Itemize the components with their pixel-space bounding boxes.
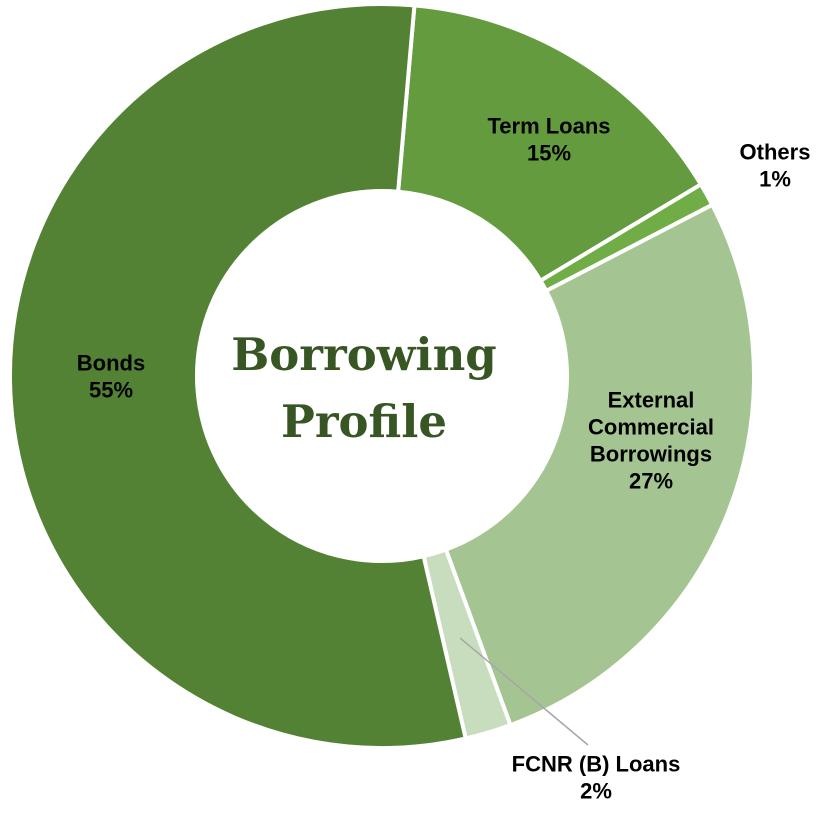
- slice-label-external-commercial-borrowings: External Commercial Borrowings 27%: [588, 388, 714, 494]
- slice-bonds: [8, 2, 468, 750]
- slice-label-term-loans: Term Loans 15%: [487, 114, 610, 166]
- center-title-line-1: Borrowing: [231, 328, 497, 381]
- slice-label-others: Others 1%: [740, 140, 811, 192]
- slice-label-bonds: Bonds 55%: [77, 351, 145, 403]
- center-title-line-2: Profile: [281, 395, 447, 448]
- fcnr-leader-line: [459, 637, 589, 746]
- slice-label-fcnr-b-loans: FCNR (B) Loans 2%: [512, 752, 681, 804]
- donut-slices: [8, 2, 756, 750]
- slice-external-commercial-borrowings: [443, 202, 756, 728]
- slice-term-loans: [396, 3, 703, 283]
- slice-labels: Term Loans 15% Others 1% External Commercial B…: [77, 114, 811, 804]
